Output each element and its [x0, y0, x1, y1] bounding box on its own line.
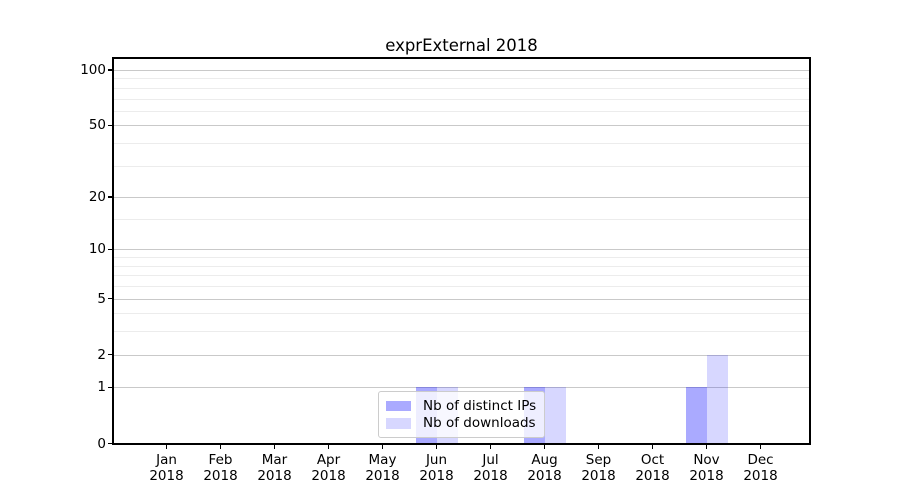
chart-title: exprExternal 2018	[385, 36, 538, 55]
x-tick-month: Nov	[693, 452, 720, 468]
x-axis-tick	[435, 445, 438, 449]
x-tick-year: 2018	[311, 467, 346, 484]
x-tick-month: Mar	[261, 452, 288, 468]
y-axis-tick-label: 1	[97, 379, 106, 396]
x-axis-tick-label: May 2018	[356, 452, 410, 484]
gridline-minor	[114, 78, 809, 80]
y-axis-tick	[108, 196, 112, 198]
x-axis-tick	[597, 445, 600, 449]
x-axis-tick-label: Aug 2018	[518, 452, 572, 484]
x-axis-tick-label: Oct 2018	[626, 452, 680, 484]
x-axis-tick	[543, 445, 546, 449]
x-tick-year: 2018	[581, 467, 616, 484]
x-tick-year: 2018	[365, 467, 400, 484]
gridline-major	[114, 70, 809, 71]
x-axis-tick-label: Feb 2018	[194, 452, 248, 484]
gridline-major	[114, 387, 809, 389]
legend-entry: Nb of downloads	[386, 415, 536, 433]
y-axis-tick-label: 5	[97, 290, 106, 307]
y-axis-tick	[108, 124, 112, 126]
gridline-minor	[114, 331, 809, 333]
x-axis-tick	[705, 445, 708, 449]
gridline-major	[114, 249, 809, 251]
gridline-minor	[114, 165, 809, 167]
x-axis-tick-label: Nov 2018	[680, 452, 734, 484]
x-tick-year: 2018	[527, 467, 562, 484]
x-tick-month: Oct	[640, 452, 665, 468]
x-tick-month: Aug	[531, 452, 558, 468]
x-axis-tick-label: Jun 2018	[410, 452, 464, 484]
y-axis-tick	[108, 248, 112, 251]
x-axis-tick	[759, 445, 762, 449]
x-tick-month: May	[368, 452, 397, 468]
x-tick-month: Sep	[585, 452, 612, 468]
x-tick-year: 2018	[635, 467, 670, 484]
x-tick-month: Jul	[482, 452, 499, 468]
x-axis-tick-label: Mar 2018	[248, 452, 302, 484]
gridline-minor	[114, 286, 809, 287]
gridline-minor	[114, 110, 809, 112]
x-axis-tick	[219, 445, 222, 449]
x-tick-year: 2018	[257, 467, 292, 484]
x-tick-month: Jan	[156, 452, 177, 468]
x-tick-year: 2018	[743, 467, 778, 484]
y-axis-tick-label: 20	[88, 189, 106, 206]
x-axis-tick	[273, 445, 276, 449]
x-axis-tick	[165, 445, 168, 449]
legend-entry: Nb of distinct IPs	[386, 397, 536, 415]
gridline-minor	[114, 219, 809, 221]
gridline-major	[114, 197, 809, 199]
gridline-minor	[114, 143, 809, 144]
x-tick-year: 2018	[203, 467, 238, 484]
legend-label: Nb of downloads	[423, 415, 536, 432]
x-tick-month: Jun	[425, 452, 448, 468]
gridline-minor	[114, 98, 809, 100]
legend-label: Nb of distinct IPs	[423, 397, 537, 414]
x-axis-tick	[489, 445, 492, 449]
x-axis-tick-label: Dec 2018	[734, 452, 788, 484]
x-tick-year: 2018	[473, 467, 508, 484]
legend-swatch-downloads	[386, 418, 411, 429]
gridline-major	[114, 354, 809, 356]
gridline-minor	[114, 265, 809, 267]
bar-downloads	[706, 354, 728, 444]
bar-downloads	[544, 387, 566, 444]
x-tick-month: Apr	[316, 452, 341, 468]
x-axis-tick-label: Jul 2018	[464, 452, 518, 484]
x-axis-tick-label: Apr 2018	[302, 452, 356, 484]
x-axis-tick-label: Sep 2018	[572, 452, 626, 484]
x-tick-year: 2018	[419, 467, 454, 484]
gridline-minor	[114, 313, 809, 315]
x-axis-tick	[327, 445, 330, 449]
y-axis-tick-label: 50	[88, 117, 106, 134]
y-axis-tick-label: 10	[88, 241, 106, 258]
y-axis-tick	[108, 69, 112, 71]
y-axis-tick	[108, 386, 112, 389]
y-axis-tick-label: 100	[80, 62, 106, 78]
legend: Nb of distinct IPs Nb of downloads	[378, 391, 545, 438]
gridline-minor	[114, 87, 809, 89]
x-axis-tick	[651, 445, 654, 449]
gridline-major	[114, 298, 809, 300]
legend-swatch-distinct-ips	[386, 400, 411, 411]
gridline-major	[114, 125, 809, 127]
x-axis-tick-label: Jan 2018	[140, 452, 194, 484]
y-axis-tick	[108, 297, 112, 300]
x-tick-year: 2018	[149, 467, 184, 484]
x-tick-year: 2018	[689, 467, 724, 484]
x-axis-tick	[381, 445, 384, 449]
y-axis-tick	[108, 353, 112, 356]
x-tick-month: Feb	[208, 452, 233, 468]
gridline-minor	[114, 257, 809, 259]
gridline-minor	[114, 275, 809, 277]
y-axis-tick-label: 2	[97, 346, 106, 363]
x-tick-month: Dec	[747, 452, 774, 468]
bar-distinct-ips	[685, 387, 707, 444]
y-axis-tick	[108, 442, 112, 445]
y-axis-tick-label: 0	[97, 435, 106, 452]
